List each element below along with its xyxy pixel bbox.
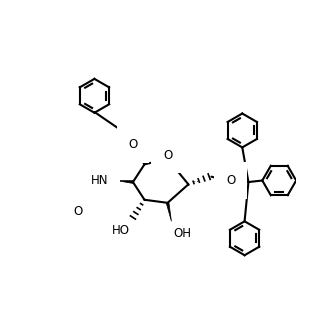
Text: HO: HO <box>112 224 130 237</box>
Text: ···: ··· <box>191 178 199 187</box>
Text: OH: OH <box>173 227 191 241</box>
Text: O: O <box>74 205 83 218</box>
Text: HN: HN <box>91 174 108 187</box>
Text: O: O <box>226 174 235 187</box>
Text: O: O <box>163 148 172 162</box>
Polygon shape <box>116 181 133 183</box>
Polygon shape <box>166 203 172 221</box>
Text: O: O <box>128 138 138 151</box>
